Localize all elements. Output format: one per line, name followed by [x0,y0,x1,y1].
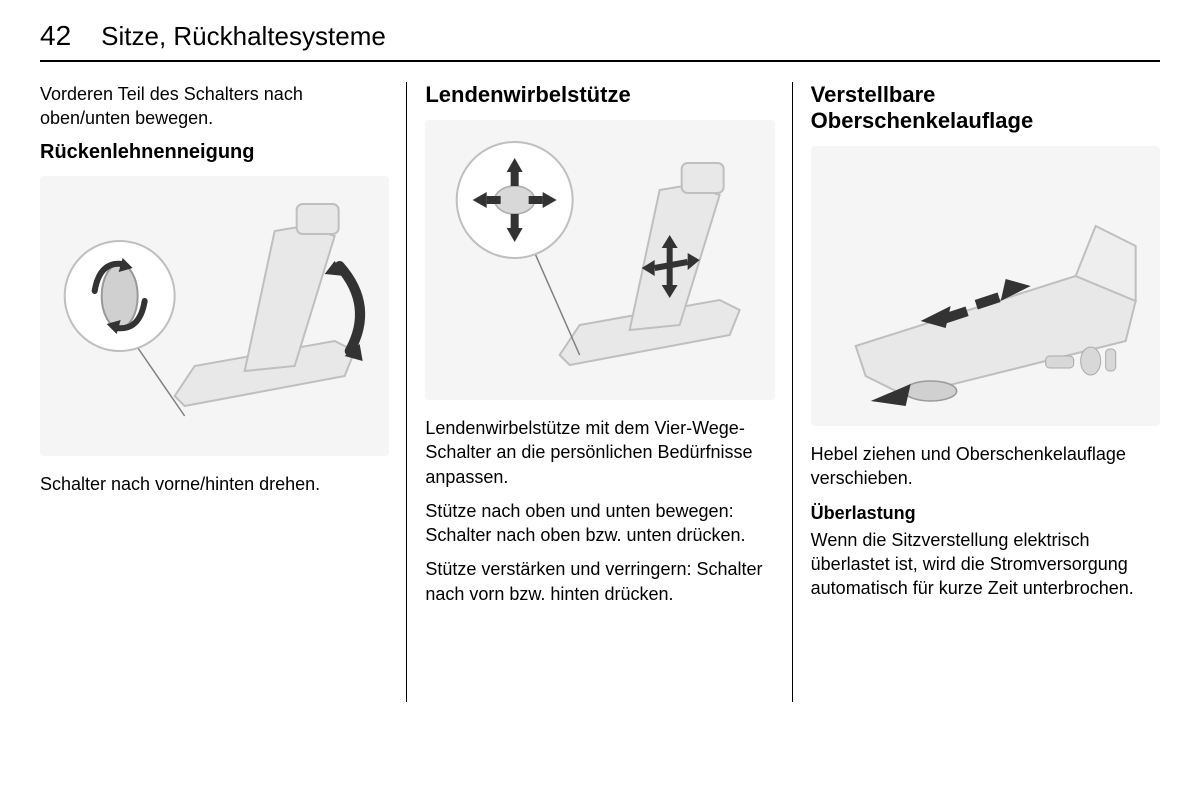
content-columns: Vorderen Teil des Schalters nach oben/un… [40,82,1160,616]
seat-lumbar-icon [425,120,774,400]
column-1: Vorderen Teil des Schalters nach oben/un… [40,82,407,616]
heading-thigh: Verstellbare Oberschenkelauflage [811,82,1160,134]
column-2: Lendenwirbelstütze [407,82,792,616]
caption-backrest: Schalter nach vorne/hinten drehen. [40,472,389,496]
figure-lumbar [425,120,774,400]
page-header: 42 Sitze, Rückhaltesysteme [40,20,1160,62]
intro-text: Vorderen Teil des Schalters nach oben/un… [40,82,389,131]
thigh-p1: Hebel ziehen und Oberschenkelauflage ver… [811,442,1160,491]
seat-thigh-icon [811,146,1160,426]
heading-backrest: Rückenlehnenneigung [40,141,389,164]
page-number: 42 [40,20,71,52]
column-3: Verstellbare Oberschenkelauflage [793,82,1160,616]
figure-thigh [811,146,1160,426]
chapter-title: Sitze, Rückhaltesysteme [101,21,386,52]
seat-backrest-icon [40,176,389,456]
overload-p: Wenn die Sitzverstellung elektrisch über… [811,528,1160,601]
heading-lumbar: Lendenwirbelstütze [425,82,774,108]
figure-backrest [40,176,389,456]
heading-overload: Überlastung [811,503,1160,524]
lumbar-p2: Stütze nach oben und unten bewegen: Scha… [425,499,774,548]
lumbar-p3: Stütze verstärken und verringern: Schalt… [425,557,774,606]
lumbar-p1: Lendenwirbelstütze mit dem Vier-Wege-Sch… [425,416,774,489]
